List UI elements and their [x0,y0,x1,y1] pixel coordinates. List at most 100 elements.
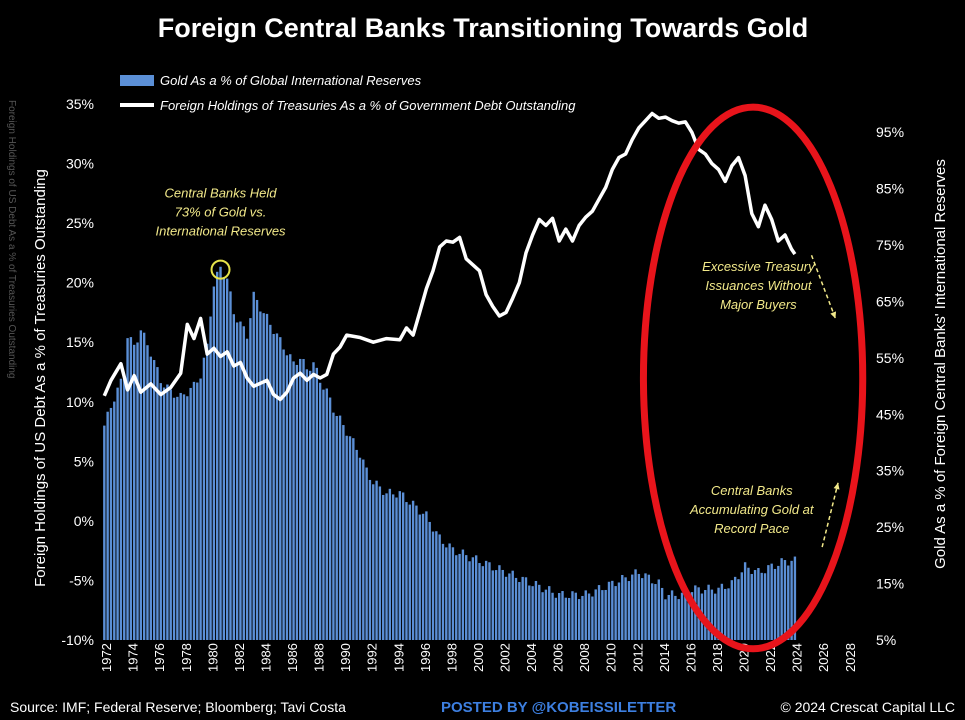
gold-bar [216,271,219,640]
gold-bar [328,397,332,640]
gold-bar [438,534,441,640]
gold-bar [488,562,491,640]
gold-bar [684,591,687,640]
gold-bar [312,362,315,640]
gold-bar [445,547,448,640]
gold-bar [621,574,624,640]
gold-bar [448,543,451,640]
gold-bar [368,479,372,640]
y-right-tick-label: 15% [876,576,904,592]
y-left-tick-label: 30% [66,156,94,172]
gold-bar [192,381,196,640]
gold-bar [753,570,757,640]
gold-bar [176,396,179,640]
gold-bar [667,594,670,640]
x-tick-label: 2004 [524,643,539,672]
y-left-tick-label: 5% [74,453,94,469]
x-tick-label: 1982 [232,643,247,672]
gold-bar [318,382,322,640]
gold-bar [594,589,597,640]
gold-bar [743,562,747,640]
gold-bar [564,597,568,640]
annotation-line: International Reserves [155,224,286,239]
gold-bar [727,588,730,640]
gold-bar [747,567,750,640]
gold-bar [325,388,328,640]
gold-bar [531,586,534,640]
gold-bar [372,484,375,640]
y-left-tick-label: 20% [66,275,94,291]
gold-bar [504,576,508,640]
gold-bar [355,449,358,640]
annotation-line: Central Banks [711,483,793,498]
gold-bar [302,359,305,640]
gold-bar [518,582,521,640]
footer: Source: IMF; Federal Reserve; Bloomberg;… [10,699,955,716]
gold-bar [279,337,282,640]
gold-bar [647,574,651,640]
y-right-tick-label: 35% [876,463,904,479]
gold-bar [714,593,717,640]
gold-bar [292,361,295,640]
gold-bar [295,364,299,640]
gold-bar [362,459,365,640]
gold-bar [395,497,398,640]
gold-bar [468,561,471,640]
gold-bar [255,299,259,640]
gold-bar [179,392,182,640]
gold-bar [587,593,591,640]
legend: Gold As a % of Global International Rese… [120,73,576,113]
gold-bar [514,577,518,640]
y-right-tick-label: 25% [876,519,904,535]
y-right-tick-label: 5% [876,632,896,648]
gold-bar [149,356,152,640]
gold-bar [222,277,226,640]
gold-bar [770,563,773,640]
gold-bar [225,278,229,640]
gold-bar [209,316,212,640]
x-tick-label: 2026 [816,643,831,672]
gold-bar [133,344,136,640]
x-tick-label: 2002 [497,643,512,672]
gold-bar [113,401,116,640]
gold-bar [737,579,740,640]
gold-bar [421,513,425,640]
gold-bar [332,412,335,640]
gold-bar [704,590,707,640]
gold-bar [126,338,129,640]
gold-bar [660,587,664,640]
x-tick-label: 2006 [551,643,566,672]
gold-bar [790,560,793,640]
gold-bar [640,578,644,640]
gold-bar [106,411,109,640]
gold-bar [690,592,694,640]
gold-bar [219,266,222,640]
y-left-tick-label: 15% [66,334,94,350]
legend-entry-treasuries: Foreign Holdings of Treasuries As a % of… [160,98,576,113]
gold-bar [773,568,777,640]
legend-bar-swatch [120,75,154,86]
gold-bar [574,592,577,640]
y-right-tick-label: 45% [876,406,904,422]
x-tick-label: 2010 [604,643,619,672]
gold-bar [229,291,232,640]
y-axis-right-label: Gold As a % of Foreign Central Banks' In… [932,159,949,569]
gold-bar [166,384,169,640]
gold-bar [670,590,674,640]
gold-bar [607,581,611,640]
gold-bar [680,592,684,640]
annotation-line: Central Banks Held [165,186,278,201]
gold-bar [299,358,302,640]
gold-bar [252,291,255,640]
x-tick-label: 2012 [630,643,645,672]
x-tick-label: 1996 [418,643,433,672]
annotation-line: Record Pace [714,521,789,536]
gold-bar [511,570,514,640]
gold-bar [581,595,584,640]
gold-bar [162,387,166,640]
gold-bar [541,592,544,640]
gold-bar [780,558,783,640]
gold-bar [481,566,485,640]
gold-bar [109,407,113,640]
